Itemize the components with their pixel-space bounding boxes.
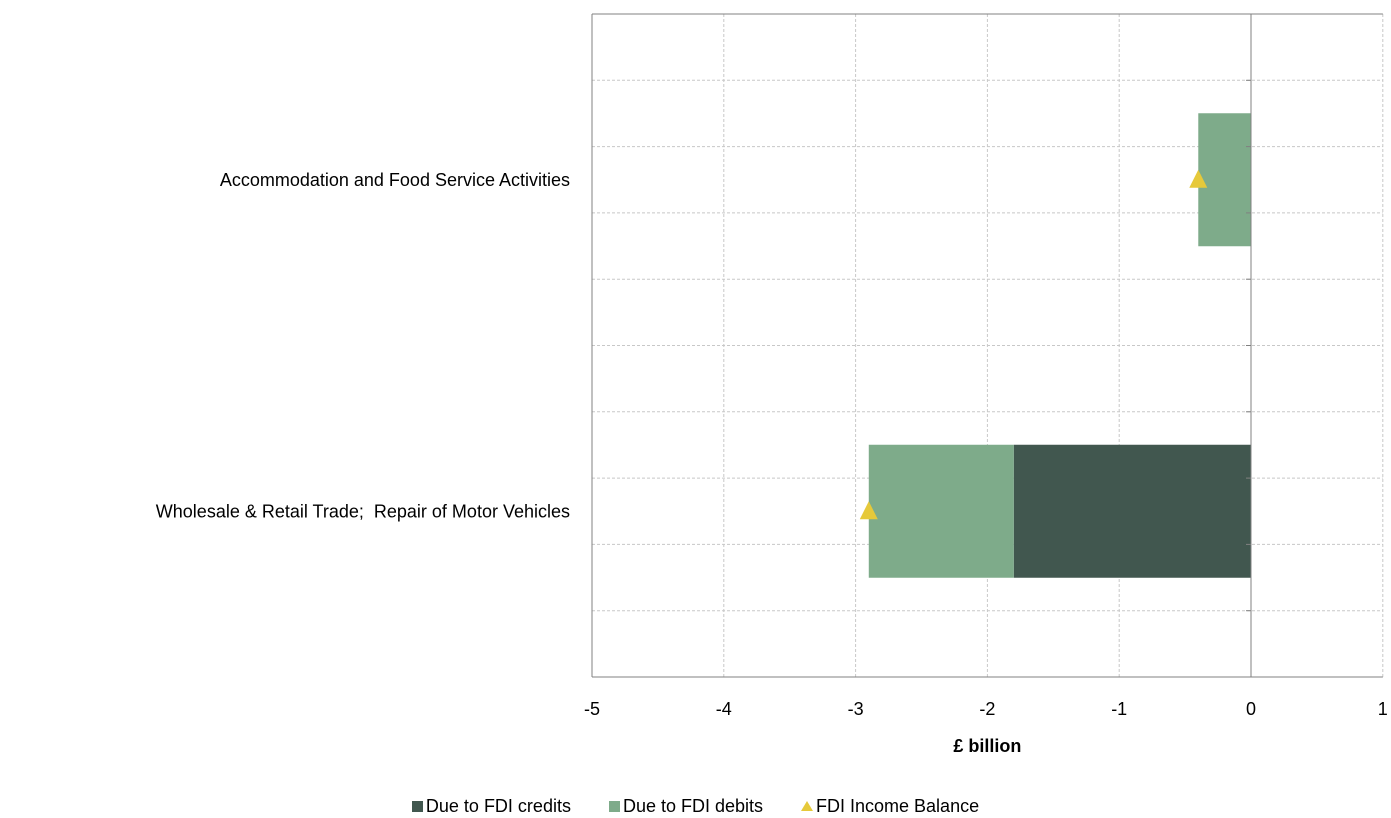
x-tick-label: -1 bbox=[1111, 699, 1127, 719]
tick-labels: -5 -4 -3 -2 -1 0 1 bbox=[584, 699, 1388, 719]
x-axis-title: £ billion bbox=[953, 736, 1021, 756]
legend-label-balance: FDI Income Balance bbox=[816, 795, 980, 816]
bar-debits bbox=[1198, 113, 1251, 247]
legend-swatch-debits bbox=[608, 800, 620, 812]
markers bbox=[859, 169, 1208, 520]
balance-marker bbox=[859, 501, 878, 520]
bar-credits bbox=[1013, 444, 1251, 578]
x-tick-label: -3 bbox=[848, 699, 864, 719]
legend-label-credits: Due to FDI credits bbox=[425, 795, 571, 816]
x-tick-label: -4 bbox=[716, 699, 732, 719]
legend-item-balance: FDI Income Balance bbox=[801, 796, 979, 817]
axes bbox=[591, 13, 1383, 678]
x-tick-label: -5 bbox=[584, 699, 600, 719]
category-label: Wholesale & Retail Trade; Repair of Moto… bbox=[156, 501, 570, 521]
x-tick-label: 0 bbox=[1246, 699, 1256, 719]
bar-debits bbox=[868, 444, 1014, 578]
category-labels: Accommodation and Food Service Activitie… bbox=[156, 170, 570, 522]
category-label: Accommodation and Food Service Activitie… bbox=[220, 170, 570, 190]
legend-item-debits: Due to FDI debits bbox=[608, 795, 764, 817]
legend-triangle-icon bbox=[801, 801, 814, 811]
legend: Due to FDI credits Due to FDI debits FDI… bbox=[0, 794, 1391, 818]
x-tick-label: 1 bbox=[1378, 699, 1388, 719]
bars bbox=[868, 113, 1251, 578]
balance-marker bbox=[1189, 169, 1208, 188]
legend-label-debits: Due to FDI debits bbox=[622, 795, 764, 816]
legend-swatch-credits bbox=[411, 800, 423, 812]
x-tick-label: -2 bbox=[979, 699, 995, 719]
legend-item-credits: Due to FDI credits bbox=[411, 795, 571, 817]
